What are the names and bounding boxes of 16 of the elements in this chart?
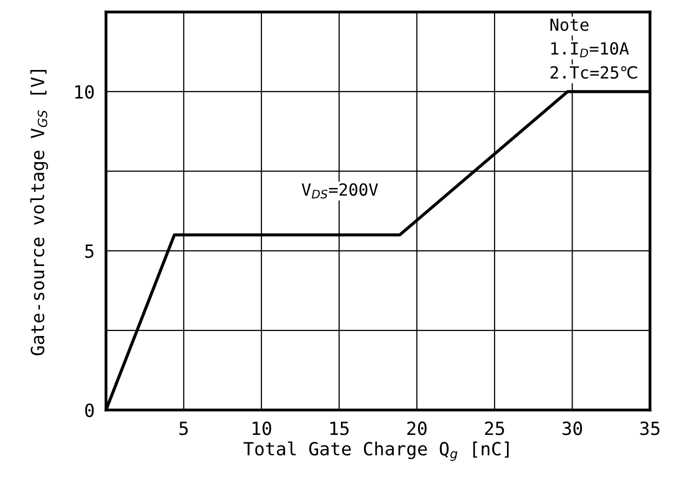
x-tick-label: 35 (640, 422, 660, 436)
y-tick-label: 10 (75, 85, 94, 99)
annotation: 2.Tc=25℃ (550, 66, 638, 79)
x-tick-label: 5 (180, 422, 188, 436)
annotation: 1.I$_{D}$=10A (551, 42, 629, 58)
annotation: V$_{DS}$=200V (302, 183, 378, 199)
annotation: Note (550, 18, 589, 31)
y-tick-label: 5 (85, 244, 94, 258)
text: Gate-source voltage V$_{GS}$ [V] (30, 70, 48, 356)
x-tick-label: 25 (485, 422, 504, 436)
x-tick-label: 30 (562, 422, 582, 436)
x-tick-label: 20 (407, 422, 427, 436)
x-tick-label: 10 (252, 422, 272, 436)
text: Total Gate Charge Q$_{g}$ [nC] (244, 441, 509, 461)
y-tick-label: 0 (85, 404, 94, 418)
x-tick-label: 15 (330, 422, 349, 436)
